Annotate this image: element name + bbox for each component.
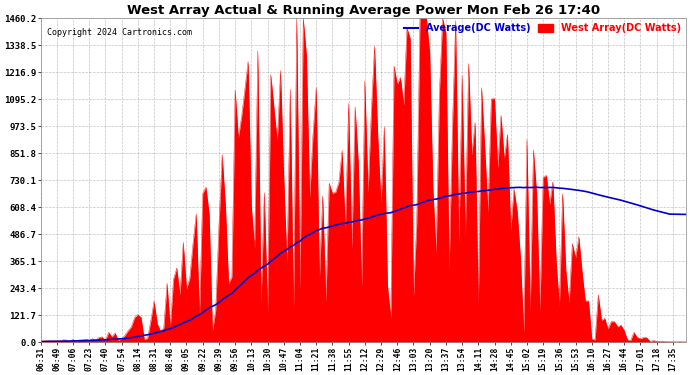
Title: West Array Actual & Running Average Power Mon Feb 26 17:40: West Array Actual & Running Average Powe… <box>127 4 600 17</box>
Legend: Average(DC Watts), West Array(DC Watts): Average(DC Watts), West Array(DC Watts) <box>404 23 681 33</box>
Text: Copyright 2024 Cartronics.com: Copyright 2024 Cartronics.com <box>47 28 192 37</box>
